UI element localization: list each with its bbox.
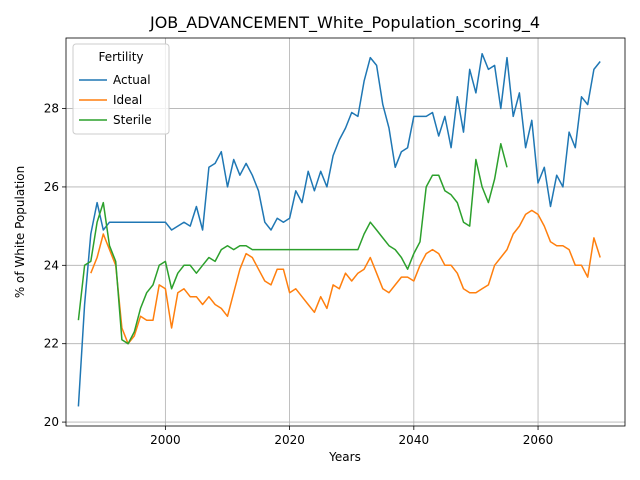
y-axis-ticks: 20 22 24 26 28 — [44, 102, 66, 429]
x-axis-ticks: 2000 2020 2040 2060 — [150, 426, 553, 447]
series-line-sterile — [77, 143, 508, 345]
legend-box — [72, 43, 170, 135]
x-tick-label: 2040 — [399, 433, 430, 447]
legend-label-sterile: Sterile — [113, 113, 152, 127]
legend: Fertility Actual Ideal Sterile — [72, 43, 170, 135]
y-tick-label: 22 — [44, 337, 59, 351]
y-tick-label: 28 — [44, 102, 59, 116]
y-tick-label: 24 — [44, 258, 59, 272]
series-line-actual — [77, 52, 601, 407]
y-tick-label: 26 — [44, 180, 59, 194]
plot-frame — [65, 37, 626, 427]
series-line-ideal — [90, 209, 601, 345]
legend-items: Actual Ideal Sterile — [79, 73, 152, 127]
legend-label-actual: Actual — [113, 73, 151, 87]
series-lines — [77, 52, 601, 407]
y-axis-label: % of White Population — [13, 166, 27, 298]
x-tick-label: 2000 — [150, 433, 181, 447]
x-tick-label: 2060 — [523, 433, 554, 447]
x-tick-label: 2020 — [274, 433, 305, 447]
chart-title: JOB_ADVANCEMENT_White_Population_scoring… — [149, 13, 540, 33]
legend-label-ideal: Ideal — [113, 93, 142, 107]
x-axis-label: Years — [328, 450, 361, 464]
y-tick-label: 20 — [44, 415, 59, 429]
legend-title: Fertility — [98, 50, 143, 64]
